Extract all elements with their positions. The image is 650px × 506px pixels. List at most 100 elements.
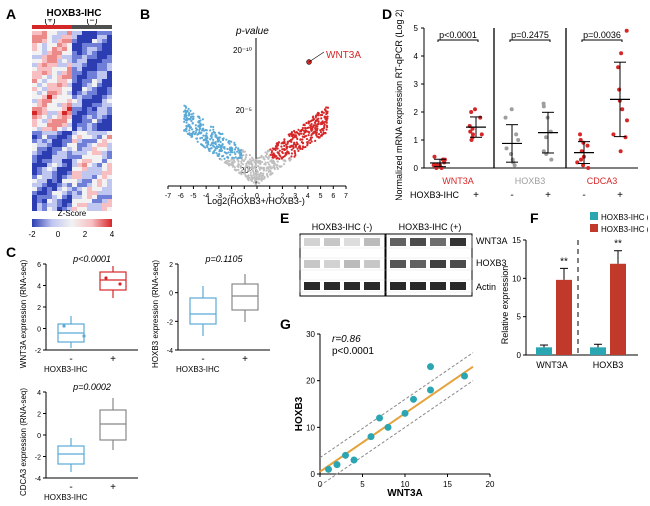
svg-text:HOXB3 expression (RNA-seq): HOXB3 expression (RNA-seq)	[151, 260, 160, 368]
svg-text:4: 4	[306, 193, 310, 200]
svg-text:Normalized mRNA expression RT-: Normalized mRNA expression RT-qPCR (Log …	[394, 10, 404, 200]
svg-text:1: 1	[268, 193, 272, 200]
svg-text:-2: -2	[35, 455, 41, 462]
svg-text:+: +	[110, 354, 116, 365]
svg-text:4: 4	[37, 284, 41, 291]
svg-text:0: 0	[37, 433, 41, 440]
svg-text:2: 2	[169, 262, 173, 269]
svg-text:p=0.0002: p=0.0002	[72, 382, 111, 392]
svg-text:-4: -4	[203, 193, 209, 200]
svg-text:p<0.0001: p<0.0001	[332, 346, 374, 357]
svg-text:5: 5	[319, 193, 323, 200]
svg-text:+: +	[545, 190, 551, 200]
svg-text:p-value: p-value	[235, 26, 269, 37]
svg-text:3: 3	[293, 193, 297, 200]
svg-text:6: 6	[331, 193, 335, 200]
svg-text:WNT3A: WNT3A	[326, 50, 361, 61]
svg-text:-2: -2	[228, 193, 234, 200]
svg-text:WNT3A: WNT3A	[536, 360, 568, 370]
panel-b: p-value Log2(HOXB3+/HOXB3-) WNT3A -7-6-5…	[146, 18, 366, 218]
svg-text:+: +	[617, 190, 623, 200]
svg-text:CDCA3: CDCA3	[587, 176, 618, 186]
svg-text:-4: -4	[35, 476, 41, 483]
svg-text:10: 10	[512, 274, 521, 283]
svg-text:-2: -2	[28, 230, 36, 239]
bar-chart: HOXB3-IHC (-) HOXB3-IHC (+) Relative exp…	[498, 210, 648, 375]
svg-text:HOXB3-IHC: HOXB3-IHC	[44, 365, 88, 374]
svg-text:-: -	[582, 190, 585, 200]
volcano-plot: p-value Log2(HOXB3+/HOXB3-) WNT3A -7-6-5…	[146, 18, 366, 218]
svg-text:10: 10	[306, 423, 315, 432]
box-cdca3: CDCA3 expression (RNA-seq) p=0.0002 - + …	[16, 382, 146, 502]
svg-text:3: 3	[414, 80, 419, 89]
heatmap: (+) (−) -2 0 2 4 Z-Score	[18, 19, 130, 241]
svg-text:1: 1	[414, 136, 419, 145]
svg-text:Relative expression: Relative expression	[500, 266, 510, 345]
svg-text:+: +	[242, 354, 248, 365]
svg-text:r=0.86: r=0.86	[332, 334, 361, 345]
panel-c-wnt3a: WNT3A expression (RNA-seq) p<0.0001 - + …	[16, 254, 146, 374]
panel-a-label: A	[6, 6, 16, 22]
svg-text:6: 6	[37, 262, 41, 269]
western-blot: HOXB3-IHC (-) HOXB3-IHC (+) WNT3A HOXB3 …	[290, 220, 520, 302]
svg-text:**: **	[614, 239, 622, 250]
svg-text:p<0.0001: p<0.0001	[72, 254, 111, 264]
box-wnt3a: WNT3A expression (RNA-seq) p<0.0001 - + …	[16, 254, 146, 374]
panel-g: r=0.86 p<0.0001 HOXB3 010203005101520 WN…	[290, 324, 500, 502]
strip-plot: Normalized mRNA expression RT-qPCR (Log …	[390, 10, 645, 200]
svg-text:20⁻¹⁰: 20⁻¹⁰	[233, 46, 252, 55]
svg-text:2: 2	[37, 305, 41, 312]
svg-text:4: 4	[37, 390, 41, 397]
svg-text:p=0.2475: p=0.2475	[511, 30, 549, 40]
svg-text:WNT3A: WNT3A	[442, 176, 474, 186]
svg-text:HOXB3-IHC (-): HOXB3-IHC (-)	[601, 213, 648, 222]
svg-text:HOXB3-IHC: HOXB3-IHC	[410, 190, 460, 200]
svg-text:7: 7	[344, 193, 348, 200]
svg-text:-: -	[69, 482, 72, 493]
svg-text:4: 4	[414, 52, 419, 61]
svg-text:-2: -2	[167, 319, 173, 326]
svg-text:0: 0	[517, 351, 522, 360]
svg-text:p<0.0001: p<0.0001	[439, 30, 477, 40]
svg-text:0: 0	[311, 470, 316, 479]
svg-text:+: +	[110, 482, 116, 493]
svg-text:Actin: Actin	[476, 282, 496, 292]
panel-c-label: C	[6, 244, 16, 260]
scatter-plot: r=0.86 p<0.0001 HOXB3 010203005101520 WN…	[290, 324, 500, 502]
svg-text:HOXB3-IHC: HOXB3-IHC	[44, 493, 88, 502]
svg-text:2: 2	[37, 412, 41, 419]
svg-text:HOXB3: HOXB3	[294, 396, 305, 431]
svg-text:-: -	[510, 190, 513, 200]
svg-text:0: 0	[169, 291, 173, 298]
svg-text:20⁻⁵: 20⁻⁵	[236, 106, 252, 115]
svg-text:**: **	[560, 256, 568, 267]
svg-text:15: 15	[512, 236, 521, 245]
svg-text:-2: -2	[35, 348, 41, 355]
svg-text:0: 0	[37, 327, 41, 334]
box-hoxb3: HOXB3 expression (RNA-seq) p=0.1105 - + …	[148, 254, 278, 374]
panel-e-label: E	[280, 210, 289, 226]
svg-text:-: -	[201, 354, 204, 365]
svg-text:-: -	[69, 354, 72, 365]
svg-text:4: 4	[110, 230, 115, 239]
svg-text:HOXB3-IHC (-): HOXB3-IHC (-)	[312, 222, 373, 232]
svg-text:-: -	[438, 190, 441, 200]
svg-text:(+): (+)	[44, 19, 55, 25]
svg-text:WNT3A: WNT3A	[387, 488, 423, 499]
svg-text:+: +	[473, 190, 479, 200]
panel-d: Normalized mRNA expression RT-qPCR (Log …	[390, 10, 645, 200]
svg-text:-6: -6	[178, 193, 184, 200]
svg-text:30: 30	[306, 330, 315, 339]
svg-text:2: 2	[280, 193, 284, 200]
svg-text:HOXB3-IHC (+): HOXB3-IHC (+)	[399, 222, 462, 232]
panel-f: HOXB3-IHC (-) HOXB3-IHC (+) Relative exp…	[498, 210, 648, 375]
svg-text:CDCA3 expression (RNA-seq): CDCA3 expression (RNA-seq)	[19, 388, 28, 496]
svg-text:-5: -5	[190, 193, 196, 200]
panel-c-cdca3: CDCA3 expression (RNA-seq) p=0.0002 - + …	[16, 382, 146, 502]
svg-text:20: 20	[306, 377, 315, 386]
svg-text:-3: -3	[216, 193, 222, 200]
panel-c-hoxb3: HOXB3 expression (RNA-seq) p=0.1105 - + …	[148, 254, 278, 374]
svg-text:HOXB3-IHC: HOXB3-IHC	[176, 365, 220, 374]
svg-text:20: 20	[486, 480, 495, 489]
svg-text:p=0.0036: p=0.0036	[583, 30, 621, 40]
